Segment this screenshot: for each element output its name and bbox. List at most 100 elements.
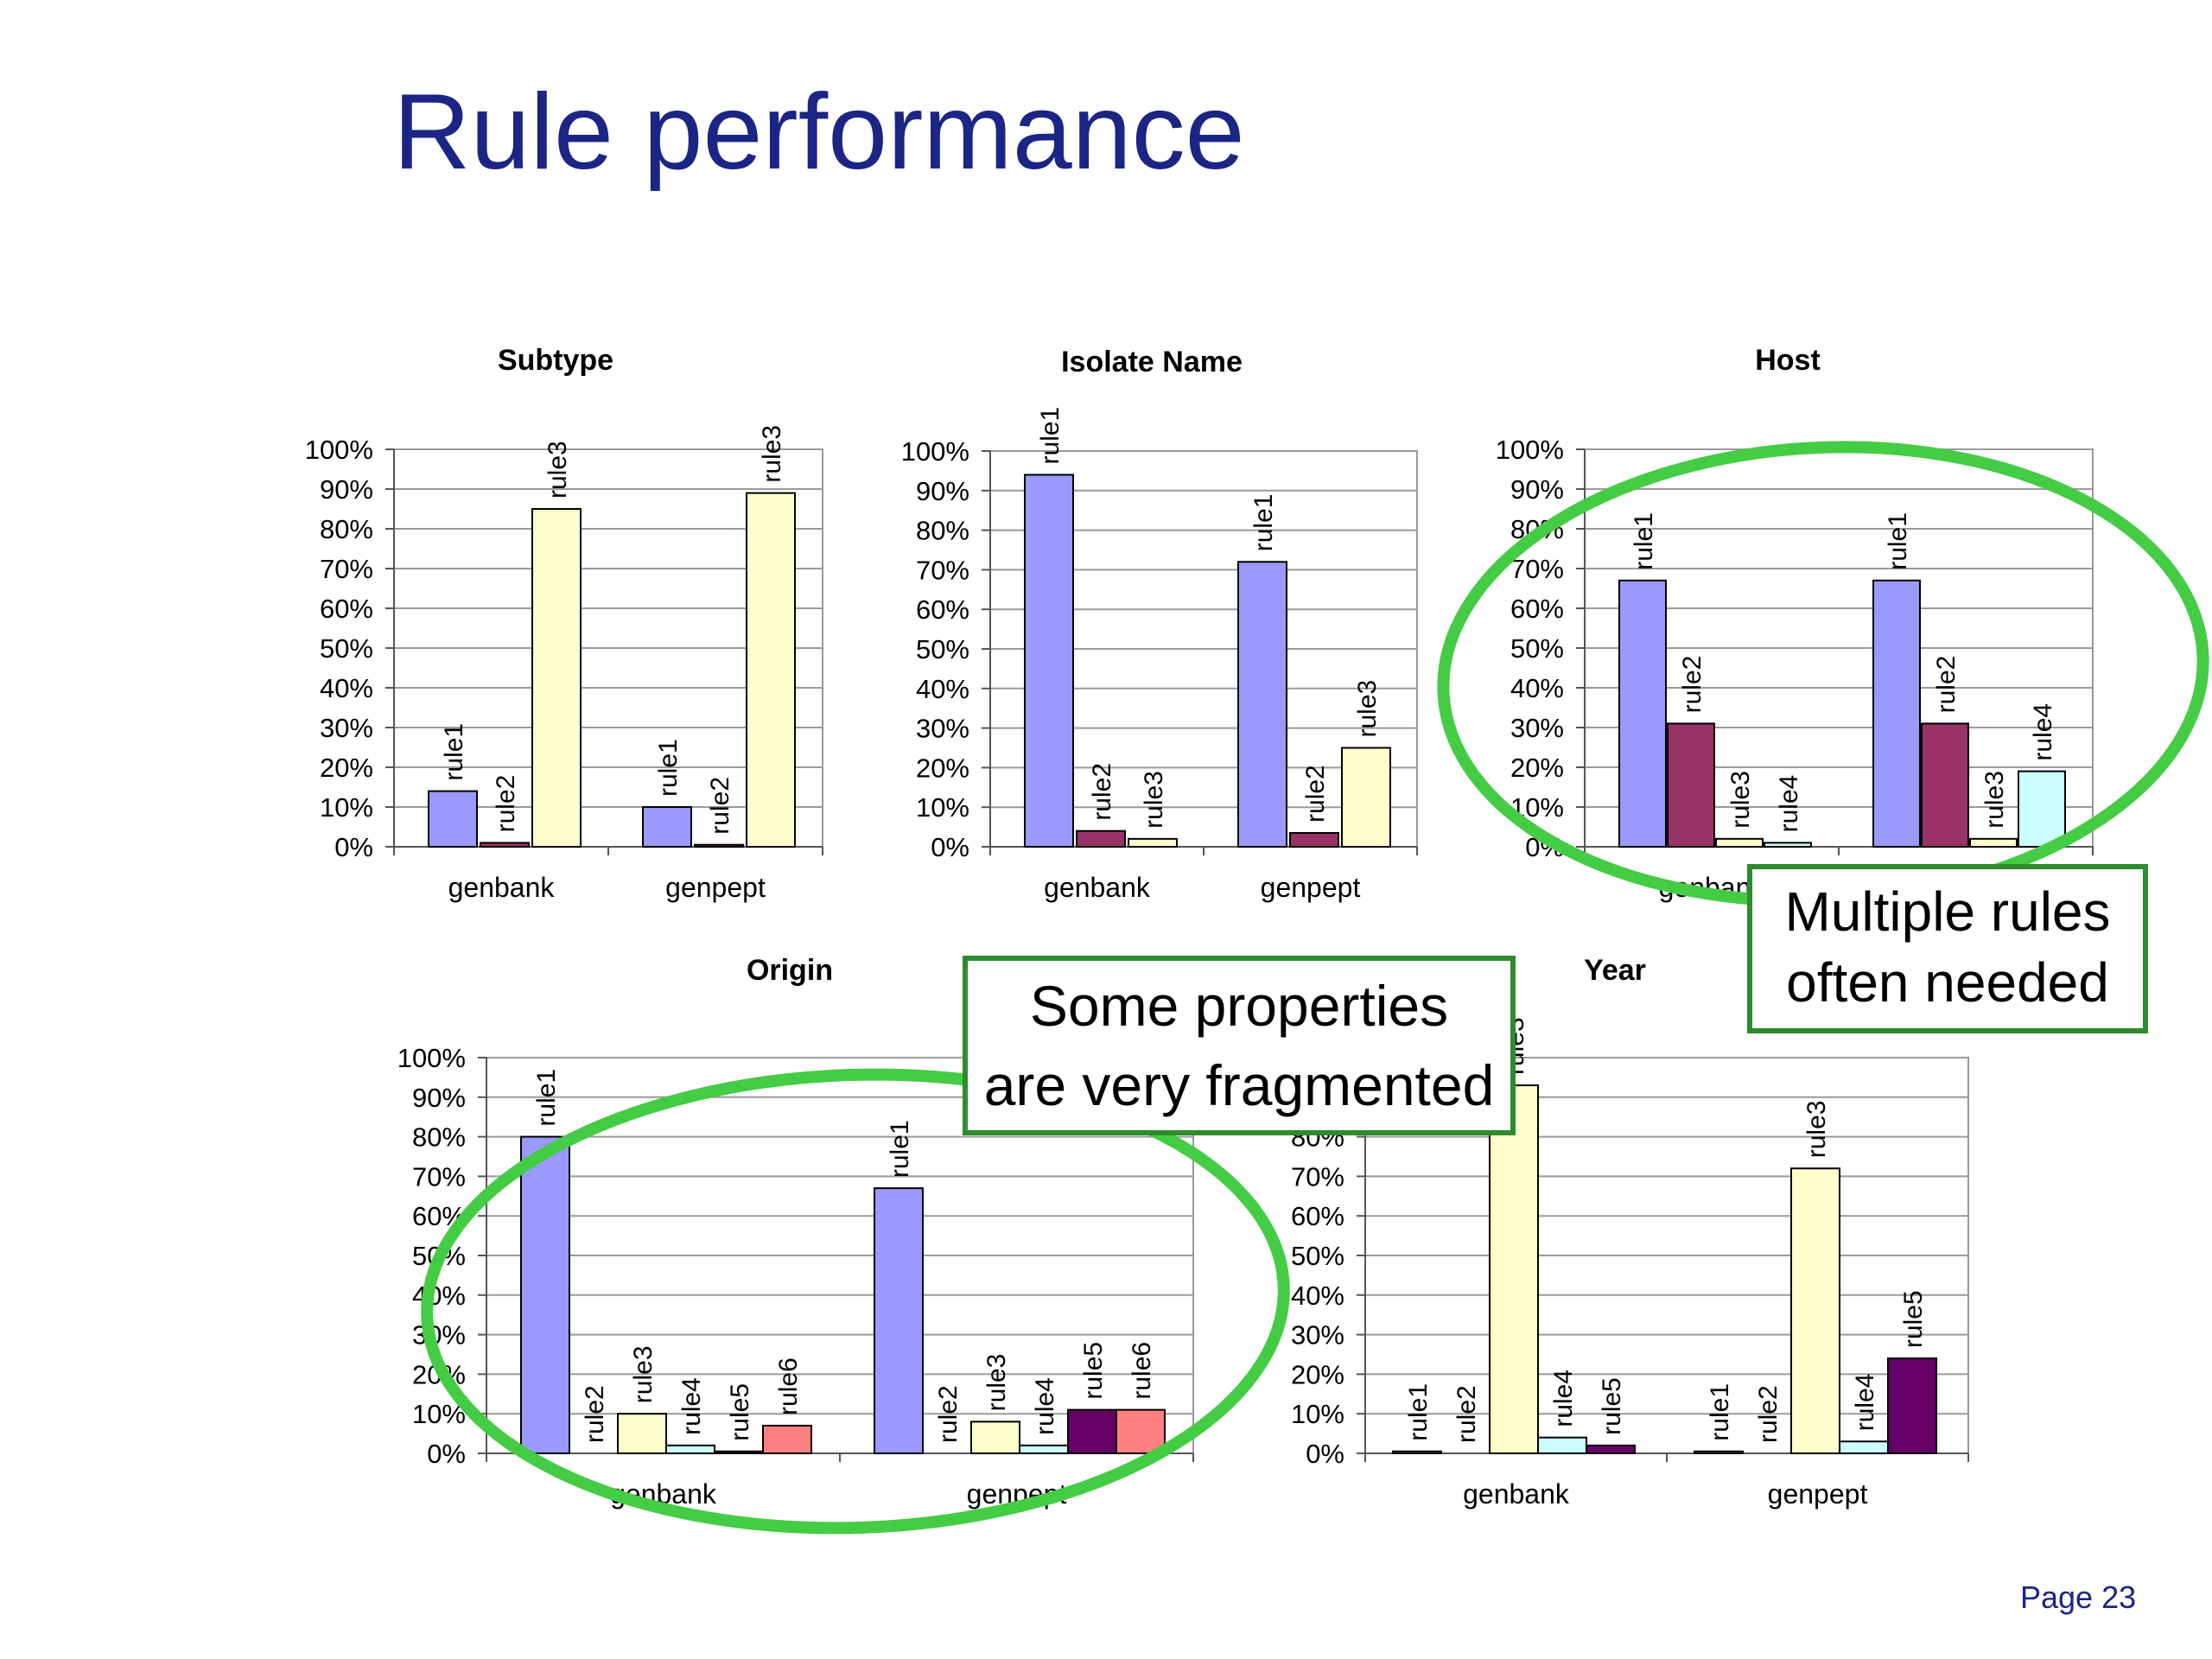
bar-data-label: rule1 [440,723,468,781]
bar-rule5 [1887,1357,1937,1454]
y-tick-label: 20% [1291,1359,1344,1389]
y-tick-label: 40% [320,673,373,703]
slide-title: Rule performance [393,73,1245,192]
page-number: Page 23 [2020,1580,2137,1615]
y-tick-label: 60% [1510,594,1564,624]
bar-rule4 [2018,770,2066,848]
bar-rule2 [694,843,744,849]
bar-data-label: rule6 [1128,1342,1156,1400]
bar-rule4 [665,1444,715,1454]
y-tick-label: 90% [320,474,373,505]
bar-rule2 [480,842,530,849]
bar-data-label: rule3 [1802,1101,1831,1159]
bar-rule1 [1237,561,1287,848]
x-category-label: genpept [1768,1478,1868,1510]
bar-rule5 [1586,1444,1636,1454]
bar-data-label: rule3 [982,1354,1011,1412]
y-tick-label: 70% [412,1161,466,1192]
bar-rule2 [1667,722,1715,849]
y-tick-label: 70% [916,555,969,585]
bar-data-label: rule2 [706,777,734,835]
bar-data-label: rule1 [1249,494,1278,552]
bar-data-label: rule3 [543,441,572,499]
bar-data-label: rule3 [1726,771,1755,829]
bar-rule6 [1116,1408,1166,1454]
bar-data-label: rule1 [1036,407,1065,465]
bar-rule4 [1537,1436,1587,1455]
bar-data-label: rule2 [1452,1385,1481,1443]
bar-data-label: rule1 [532,1069,561,1127]
bar-data-label: rule3 [1980,771,2009,829]
bar-rule3 [617,1413,667,1454]
bar-rule3 [746,492,796,848]
callout-multiple-line1: Multiple rules [1784,880,2111,943]
bar-rule2 [1289,831,1339,848]
x-category-label: genpept [665,872,766,903]
bar-rule3 [1715,837,1764,848]
y-tick-label: 60% [916,594,969,625]
bar-rule1 [1694,1450,1744,1454]
bar-data-label: rule1 [654,739,683,797]
bar-data-label: rule5 [1899,1290,1928,1348]
bar-data-label: rule2 [934,1385,963,1443]
bar-rule4 [1764,842,1812,849]
bar-data-label: rule2 [581,1385,609,1443]
y-tick-label: 10% [916,792,969,823]
bar-data-label: rule1 [886,1120,914,1178]
y-tick-label: 30% [916,714,969,744]
bar-rule4 [1839,1440,1889,1455]
highlight-ellipse-origin [421,1068,1290,1535]
y-tick-label: 40% [1291,1281,1344,1311]
chart-title: Host [1755,344,1821,377]
y-tick-label: 0% [427,1439,466,1469]
bar-data-label: rule5 [1079,1342,1108,1400]
y-tick-label: 30% [320,713,373,743]
y-tick-label: 60% [1291,1201,1344,1231]
y-tick-label: 100% [397,1043,466,1073]
bar-data-label: rule2 [1932,656,1961,714]
x-category-label: genbank [1463,1478,1570,1510]
y-tick-label: 80% [916,516,969,546]
y-tick-label: 0% [1306,1439,1344,1469]
y-tick-label: 20% [320,753,373,783]
y-tick-label: 30% [1510,713,1564,743]
bar-rule1 [428,790,478,848]
bar-rule1 [1024,474,1074,848]
bar-rule3 [1969,837,2018,848]
y-tick-label: 70% [1510,554,1564,584]
bar-data-label: rule1 [1630,512,1658,570]
bar-rule6 [762,1424,812,1454]
bar-data-label: rule3 [629,1345,658,1403]
y-tick-label: 20% [1510,753,1564,783]
bar-data-label: rule4 [1775,775,1803,833]
bar-rule2 [1921,722,1969,849]
bar-rule4 [1019,1444,1069,1454]
y-tick-label: 10% [1291,1399,1344,1429]
bar-data-label: rule4 [677,1377,706,1435]
bar-data-label: rule2 [1088,763,1116,821]
y-tick-label: 10% [320,792,373,823]
x-category-label: genbank [1044,872,1151,903]
bar-data-label: rule4 [2029,703,2057,761]
y-tick-label: 70% [1291,1161,1344,1192]
y-tick-label: 70% [320,554,373,584]
callout-fragmented: Some properties are very fragmented [963,956,1516,1135]
y-tick-label: 100% [901,436,969,467]
y-tick-label: 50% [320,633,373,664]
y-tick-label: 10% [412,1399,466,1429]
y-tick-label: 90% [916,476,969,506]
bar-data-label: rule2 [492,775,520,833]
y-tick-label: 80% [320,514,373,544]
y-tick-label: 100% [305,435,373,465]
y-tick-label: 50% [1510,633,1564,664]
bar-rule3 [1790,1167,1840,1454]
bar-rule3 [1341,747,1391,848]
bar-data-label: rule6 [774,1357,803,1415]
y-tick-label: 50% [916,634,969,664]
bar-data-label: rule2 [1301,765,1330,823]
x-category-label: genpept [1261,872,1361,903]
y-tick-label: 30% [412,1320,466,1351]
bar-data-label: rule2 [1754,1385,1783,1443]
bar-rule3 [1489,1084,1539,1455]
